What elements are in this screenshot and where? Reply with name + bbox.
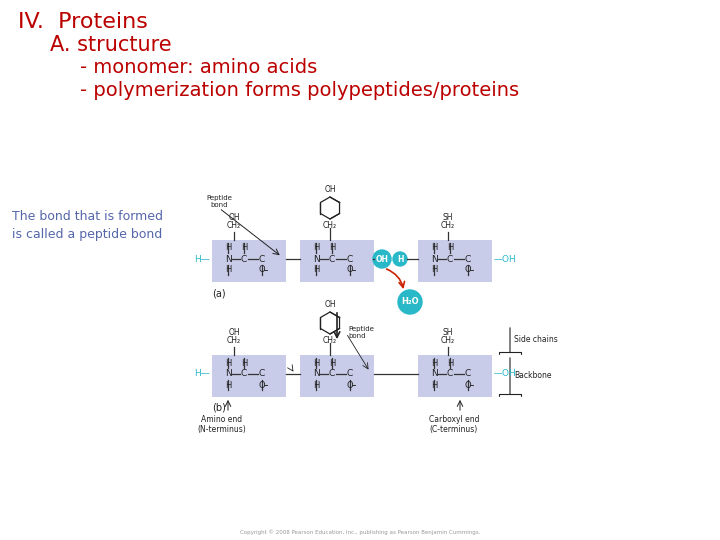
Text: CH₂: CH₂ [323,336,337,345]
Text: N: N [225,254,231,264]
Text: H: H [447,244,453,253]
Circle shape [373,250,391,268]
Text: H—: H— [194,254,210,264]
Text: O: O [464,381,472,389]
Text: C: C [329,369,335,379]
Text: CH₂: CH₂ [227,336,241,345]
Text: O: O [258,266,265,274]
Text: C: C [347,369,353,379]
FancyBboxPatch shape [300,355,374,397]
Text: C: C [259,369,265,379]
Text: H: H [240,359,247,368]
Text: H: H [225,244,231,253]
Text: H: H [431,244,437,253]
FancyBboxPatch shape [418,240,492,282]
Text: Backbone: Backbone [514,372,552,381]
Text: O: O [347,381,354,389]
Text: H: H [447,359,453,368]
Text: H: H [225,359,231,368]
Text: SH: SH [443,328,454,337]
Text: SH: SH [443,213,454,222]
FancyBboxPatch shape [212,240,286,282]
Text: OH: OH [376,254,389,264]
Text: - monomer: amino acids: - monomer: amino acids [80,58,318,77]
Text: H: H [312,381,319,389]
Text: H: H [431,266,437,274]
Text: Carboxyl end
(C-terminus): Carboxyl end (C-terminus) [428,415,480,434]
Text: O: O [258,381,265,389]
Text: CH₂: CH₂ [441,336,455,345]
Text: N: N [431,254,437,264]
Text: A. structure: A. structure [50,35,171,55]
Text: C: C [241,369,247,379]
Text: CH₂: CH₂ [227,221,241,230]
Text: —OH: —OH [494,369,517,379]
Text: H—: H— [194,369,210,379]
Text: H: H [329,359,336,368]
Text: Side chains: Side chains [514,335,558,345]
Text: Amino end
(N-terminus): Amino end (N-terminus) [197,415,246,434]
FancyBboxPatch shape [212,355,286,397]
Text: H: H [431,359,437,368]
Text: O: O [347,266,354,274]
Text: (b): (b) [212,403,226,413]
Text: OH: OH [228,213,240,222]
Text: H₂O: H₂O [401,298,419,307]
Circle shape [393,252,407,266]
Text: N: N [431,369,437,379]
Text: H: H [397,254,403,264]
Text: C: C [329,254,335,264]
Text: N: N [312,254,320,264]
Text: CH₂: CH₂ [323,221,337,230]
Text: N: N [225,369,231,379]
Text: CH₂: CH₂ [441,221,455,230]
Text: Peptide
bond: Peptide bond [348,327,374,340]
FancyBboxPatch shape [418,355,492,397]
Text: H: H [312,244,319,253]
Text: C: C [447,254,453,264]
Text: H: H [431,381,437,389]
Text: Copyright © 2008 Pearson Education, Inc., publishing as Pearson Benjamin Cumming: Copyright © 2008 Pearson Education, Inc.… [240,529,480,535]
Text: H: H [312,266,319,274]
Text: H: H [329,244,336,253]
Text: The bond that is formed
is called a peptide bond: The bond that is formed is called a pept… [12,210,163,241]
Text: - polymerization forms polypeptides/proteins: - polymerization forms polypeptides/prot… [80,81,519,100]
Text: C: C [465,369,471,379]
Text: (a): (a) [212,288,225,298]
Text: N: N [312,369,320,379]
Text: Peptide
bond: Peptide bond [206,195,232,208]
Text: H: H [225,266,231,274]
Text: C: C [447,369,453,379]
Text: —OH: —OH [494,254,517,264]
FancyBboxPatch shape [300,240,374,282]
Text: H: H [225,381,231,389]
Text: C: C [347,254,353,264]
Text: H: H [240,244,247,253]
Circle shape [398,290,422,314]
Text: OH: OH [324,300,336,309]
Text: O: O [464,266,472,274]
Text: OH: OH [228,328,240,337]
Text: C: C [241,254,247,264]
Text: IV.  Proteins: IV. Proteins [18,12,148,32]
Text: H: H [312,359,319,368]
Text: C: C [465,254,471,264]
Text: OH: OH [324,185,336,194]
Text: C: C [259,254,265,264]
